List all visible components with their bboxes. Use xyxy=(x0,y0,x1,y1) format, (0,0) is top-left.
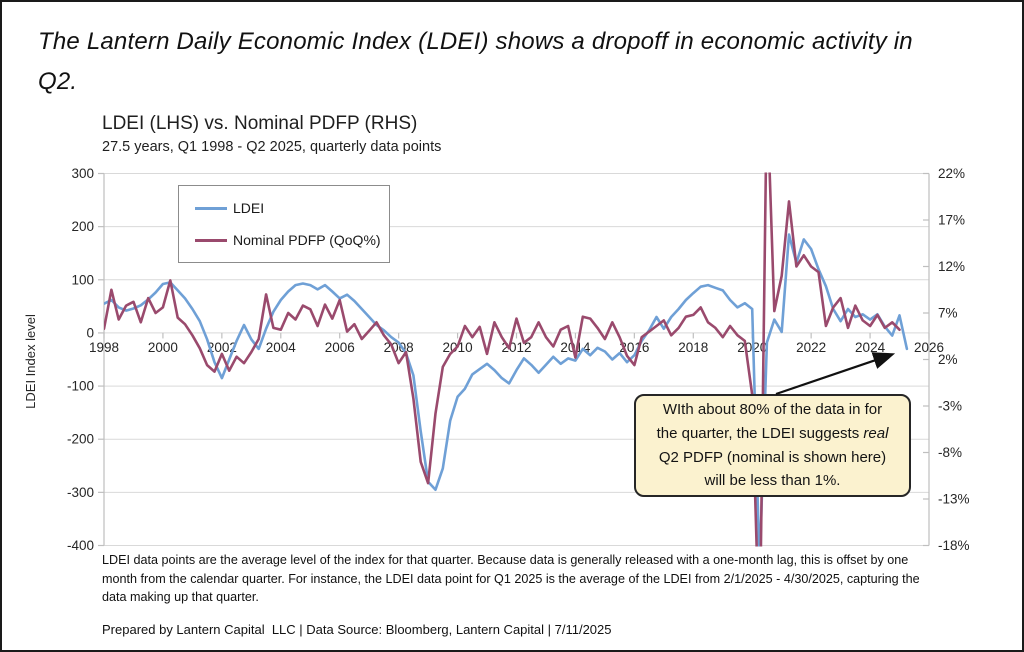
svg-text:2%: 2% xyxy=(938,352,958,367)
pdfp-line-swatch xyxy=(195,238,227,242)
svg-text:300: 300 xyxy=(71,166,94,181)
annotation-italic-word: real xyxy=(863,424,889,442)
annotation-line: Q2 PDFP (nominal is shown here) xyxy=(658,448,887,466)
series-lines xyxy=(104,172,909,547)
svg-text:1998: 1998 xyxy=(89,340,119,355)
credit-line: Prepared by Lantern Capital LLC | Data S… xyxy=(102,622,612,637)
axes xyxy=(98,172,930,547)
svg-text:2002: 2002 xyxy=(207,340,237,355)
chart-subtitle: 27.5 years, Q1 1998 - Q2 2025, quarterly… xyxy=(102,139,442,155)
y-left-axis-title: LDEI Index level xyxy=(23,314,38,409)
chart-footnote: LDEI data points are the average level o… xyxy=(102,553,920,605)
svg-text:17%: 17% xyxy=(938,213,965,228)
svg-text:12%: 12% xyxy=(938,259,965,274)
svg-text:2004: 2004 xyxy=(266,340,297,355)
chart-title: LDEI (LHS) vs. Nominal PDFP (RHS) xyxy=(102,113,418,134)
svg-text:100: 100 xyxy=(71,272,94,287)
pdfp-series-line xyxy=(104,172,901,547)
svg-text:-200: -200 xyxy=(67,432,94,447)
ldei-line-swatch xyxy=(195,206,227,210)
svg-text:2014: 2014 xyxy=(560,340,591,355)
svg-text:2026: 2026 xyxy=(914,340,944,355)
svg-text:2000: 2000 xyxy=(148,340,178,355)
annotation-callout: WIth about 80% of the data in for the qu… xyxy=(634,394,911,497)
legend-item-ldei: LDEI xyxy=(195,200,389,216)
svg-text:-300: -300 xyxy=(67,485,94,500)
axis-labels: 300 200 100 0 -100 -200 -300 -400 22% 17% 12% 7% 2% -… xyxy=(23,166,970,553)
svg-text:2006: 2006 xyxy=(325,340,355,355)
svg-text:-400: -400 xyxy=(67,538,94,553)
ldei-series-line xyxy=(104,233,909,547)
svg-text:-100: -100 xyxy=(67,379,94,394)
annotation-line: will be less than 1%. xyxy=(704,472,841,490)
svg-text:-3%: -3% xyxy=(938,399,962,414)
svg-text:2018: 2018 xyxy=(678,340,708,355)
svg-text:2024: 2024 xyxy=(855,340,886,355)
annotation-line: the quarter, the LDEI suggests real xyxy=(656,424,889,442)
svg-text:-8%: -8% xyxy=(938,445,962,460)
legend: LDEI Nominal PDFP (QoQ%) xyxy=(178,185,390,263)
svg-text:0: 0 xyxy=(86,325,94,340)
svg-text:-18%: -18% xyxy=(938,538,970,553)
svg-text:200: 200 xyxy=(71,219,94,234)
legend-item-pdfp: Nominal PDFP (QoQ%) xyxy=(195,232,389,248)
svg-text:2022: 2022 xyxy=(796,340,826,355)
svg-text:-13%: -13% xyxy=(938,492,970,507)
svg-text:7%: 7% xyxy=(938,306,958,321)
page-title: The Lantern Daily Economic Index (LDEI) … xyxy=(38,28,913,95)
legend-label-pdfp: Nominal PDFP (QoQ%) xyxy=(233,232,381,248)
svg-text:2016: 2016 xyxy=(619,340,649,355)
svg-text:22%: 22% xyxy=(938,166,965,181)
annotation-line: WIth about 80% of the data in for xyxy=(662,401,883,419)
legend-label-ldei: LDEI xyxy=(233,200,265,216)
